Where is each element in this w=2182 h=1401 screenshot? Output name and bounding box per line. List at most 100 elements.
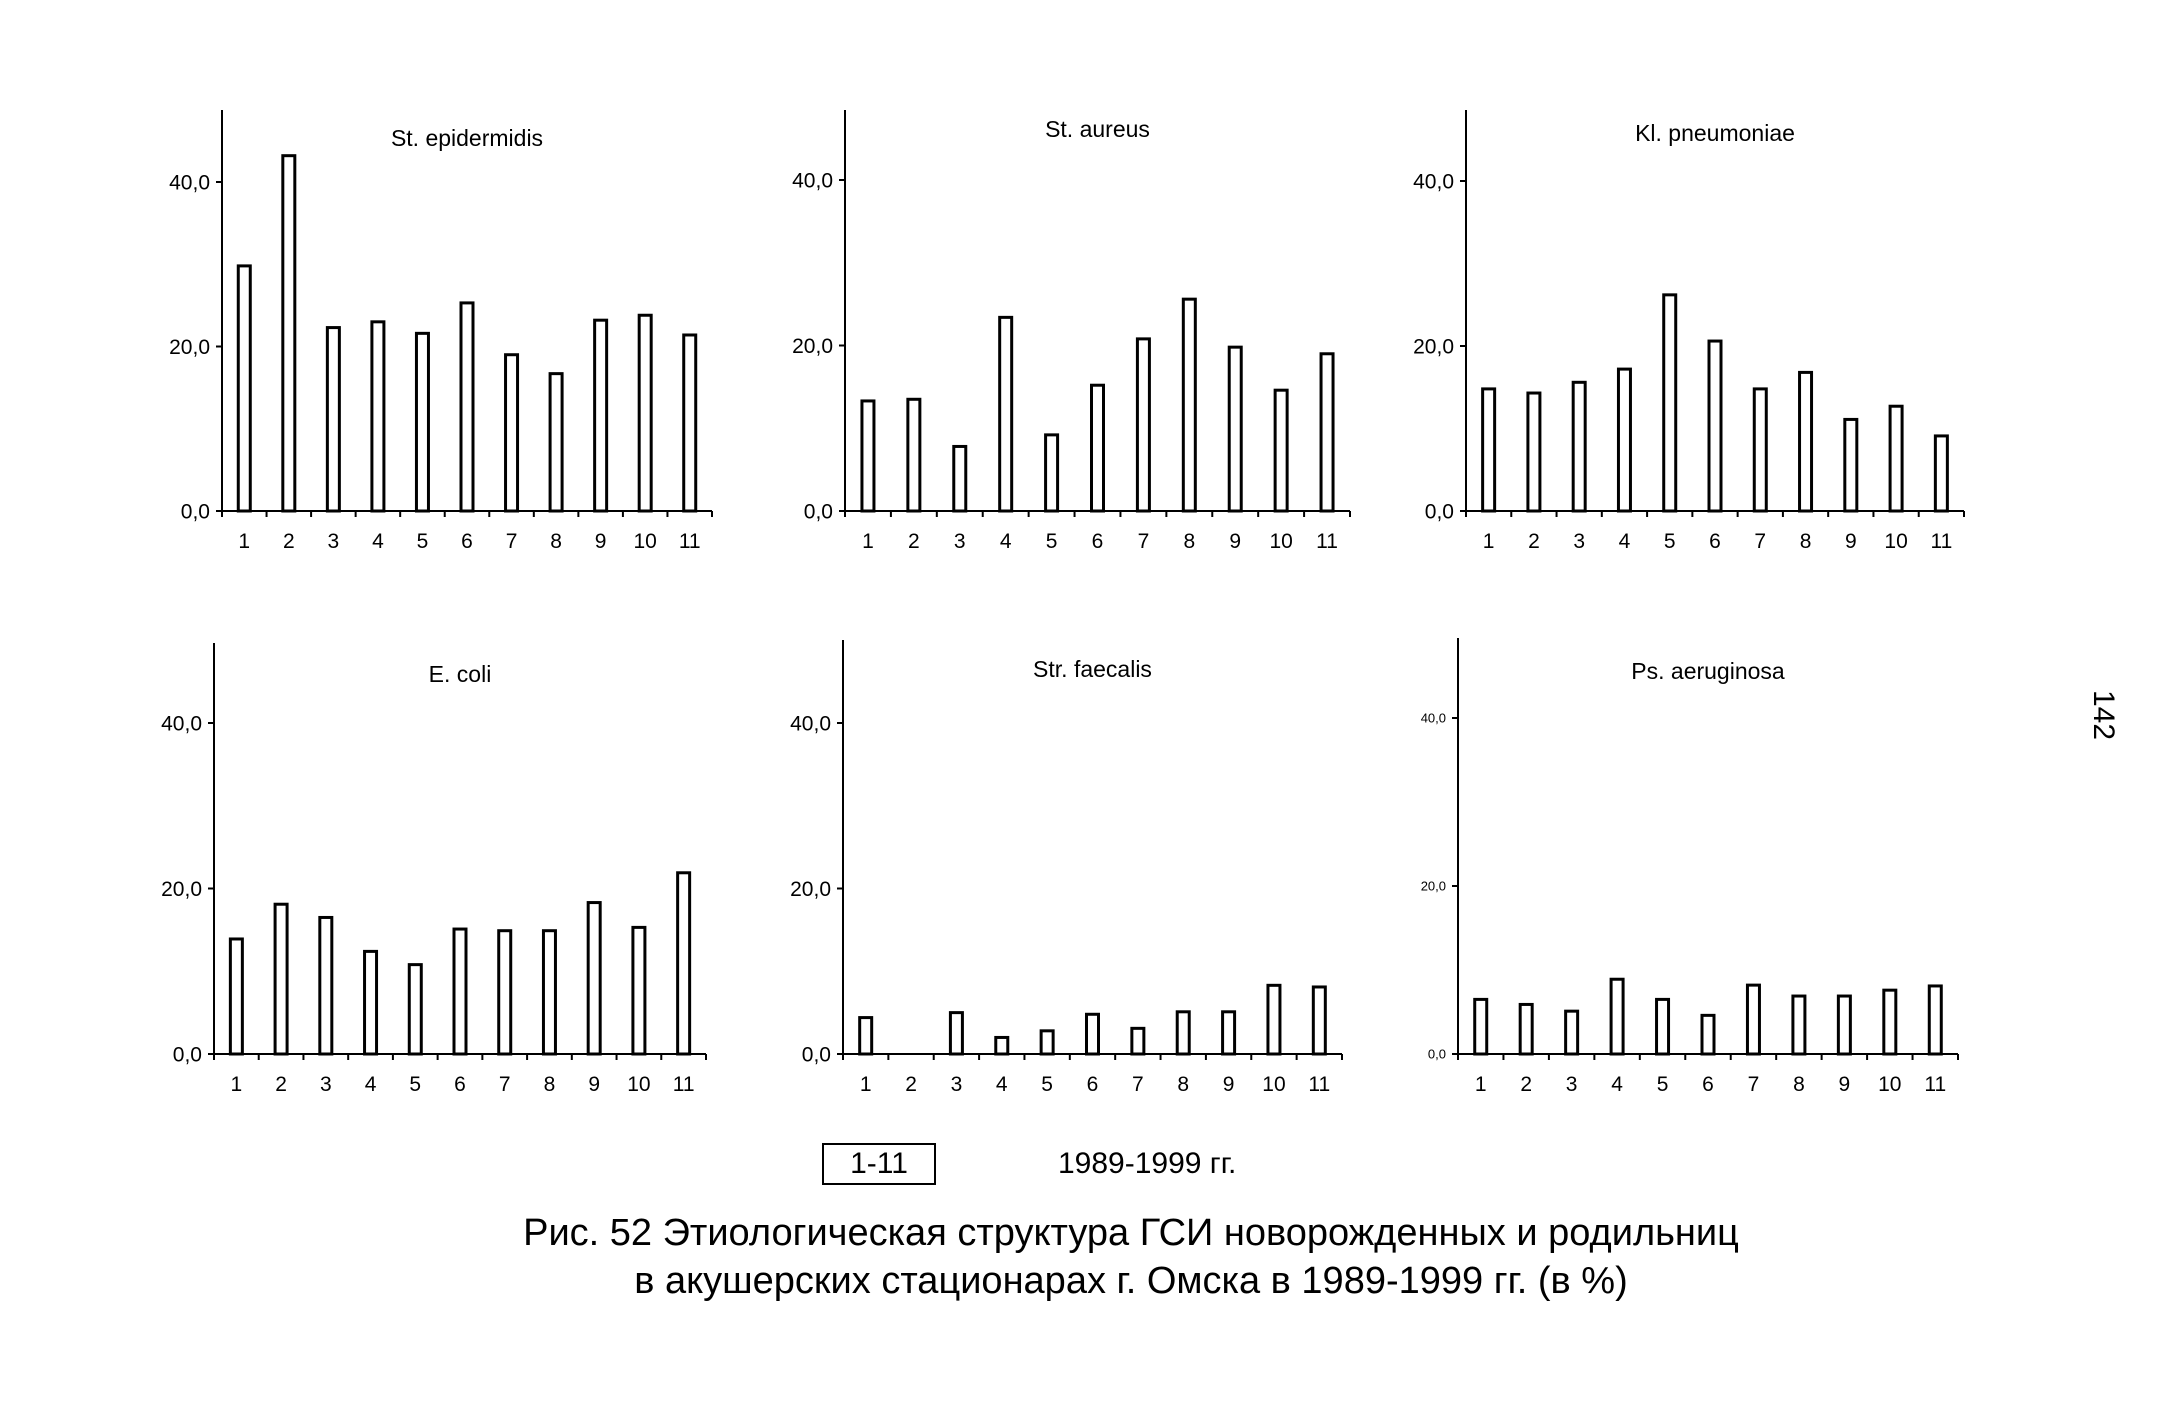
bar <box>676 871 692 1056</box>
y-tick-label: 20,0 <box>161 878 202 901</box>
x-tick-label: 1 <box>860 1073 872 1096</box>
bar <box>637 313 653 513</box>
x-tick-label: 4 <box>372 530 384 553</box>
x-tick-label: 7 <box>499 1073 511 1096</box>
bar <box>1655 997 1671 1056</box>
x-tick-label: 3 <box>954 530 966 553</box>
x-tick-label: 7 <box>1138 530 1150 553</box>
x-tick-label: 5 <box>1046 530 1058 553</box>
bar <box>1481 387 1497 513</box>
x-tick-label: 3 <box>1566 1073 1578 1096</box>
bar <box>1609 977 1625 1056</box>
y-tick-label: 40,0 <box>1413 170 1454 193</box>
bar <box>1266 983 1282 1056</box>
bar <box>1836 994 1852 1056</box>
bar <box>1311 985 1327 1056</box>
x-tick-label: 11 <box>679 530 701 553</box>
x-tick-label: 6 <box>1092 530 1104 553</box>
bar <box>548 372 564 513</box>
bar <box>1882 988 1898 1056</box>
bar <box>1707 339 1723 513</box>
bar <box>1130 1026 1146 1056</box>
bar <box>1526 391 1542 513</box>
chart-panel: 0,0 20,0 40,0 1 2 3 4 5 6 7 8 9 10 11 St. epidermidis <box>169 110 713 553</box>
bar <box>998 315 1014 513</box>
x-tick-label: 4 <box>1619 530 1631 553</box>
y-tick-label: 0,0 <box>1428 1047 1446 1062</box>
bar <box>497 929 513 1056</box>
y-tick-label: 0,0 <box>802 1043 831 1066</box>
bar <box>228 937 244 1056</box>
bar <box>1798 370 1814 513</box>
x-tick-label: 11 <box>1308 1073 1330 1096</box>
bar <box>407 963 423 1056</box>
bar <box>1319 352 1335 513</box>
y-tick-label: 0,0 <box>173 1043 202 1066</box>
y-tick-label: 40,0 <box>792 169 833 192</box>
bar <box>1227 345 1243 513</box>
x-tick-label: 2 <box>1520 1073 1532 1096</box>
chart-title: St. epidermidis <box>391 125 543 151</box>
x-tick-label: 7 <box>1132 1073 1144 1096</box>
x-tick-label: 9 <box>1839 1073 1851 1096</box>
x-tick-label: 6 <box>1702 1073 1714 1096</box>
x-tick-label: 5 <box>409 1073 421 1096</box>
x-tick-label: 11 <box>673 1073 695 1096</box>
bar <box>1175 1010 1191 1056</box>
bar <box>1039 1029 1055 1056</box>
x-tick-label: 4 <box>1000 530 1012 553</box>
y-tick-label: 0,0 <box>181 500 210 523</box>
bar <box>860 399 876 513</box>
bar <box>273 902 289 1056</box>
page-number: 142 <box>2087 690 2120 741</box>
x-tick-label: 11 <box>1924 1073 1946 1096</box>
x-tick-label: 10 <box>1262 1073 1285 1096</box>
bar <box>1473 997 1489 1056</box>
x-tick-label: 7 <box>1748 1073 1760 1096</box>
x-tick-label: 3 <box>320 1073 332 1096</box>
x-tick-label: 9 <box>595 530 607 553</box>
bar <box>1181 297 1197 513</box>
x-tick-label: 3 <box>951 1073 963 1096</box>
bar <box>370 320 386 513</box>
x-tick-label: 1 <box>1483 530 1495 553</box>
y-tick-label: 20,0 <box>792 335 833 358</box>
chart-title: Kl. pneumoniae <box>1635 120 1795 146</box>
x-tick-label: 5 <box>417 530 429 553</box>
x-tick-label: 11 <box>1930 530 1952 553</box>
x-tick-label: 1 <box>231 1073 243 1096</box>
y-tick-label: 0,0 <box>804 500 833 523</box>
x-tick-label: 1 <box>1475 1073 1487 1096</box>
bar <box>1564 1009 1580 1056</box>
x-tick-label: 8 <box>1800 530 1812 553</box>
x-tick-label: 8 <box>1793 1073 1805 1096</box>
bar <box>858 1016 874 1056</box>
x-tick-label: 10 <box>1884 530 1907 553</box>
x-tick-label: 5 <box>1041 1073 1053 1096</box>
bar <box>1044 433 1060 513</box>
x-tick-label: 9 <box>1229 530 1241 553</box>
chart-panel: 0,0 20,0 40,0 1 2 3 4 5 6 7 8 9 10 11 E. coli <box>161 643 707 1096</box>
x-tick-label: 5 <box>1664 530 1676 553</box>
x-tick-label: 9 <box>1223 1073 1235 1096</box>
bar <box>452 927 468 1056</box>
bar <box>541 929 557 1056</box>
chart-panel: 0,0 20,0 40,0 1 2 3 4 5 6 7 8 9 10 11 Kl. pneumoniae <box>1413 110 1965 553</box>
bar <box>1135 337 1151 513</box>
x-tick-label: 8 <box>550 530 562 553</box>
x-tick-label: 10 <box>627 1073 650 1096</box>
bar <box>1571 380 1587 513</box>
y-tick-label: 20,0 <box>790 878 831 901</box>
bar <box>682 333 698 513</box>
y-tick-label: 20,0 <box>169 336 210 359</box>
x-tick-label: 4 <box>1611 1073 1623 1096</box>
bar <box>1090 383 1105 513</box>
x-tick-label: 6 <box>1709 530 1721 553</box>
x-tick-label: 5 <box>1657 1073 1669 1096</box>
bar <box>1791 994 1807 1056</box>
x-tick-label: 8 <box>1183 530 1195 553</box>
x-tick-label: 3 <box>328 530 340 553</box>
x-tick-label: 10 <box>634 530 657 553</box>
bar <box>414 331 430 513</box>
x-tick-label: 1 <box>862 530 874 553</box>
